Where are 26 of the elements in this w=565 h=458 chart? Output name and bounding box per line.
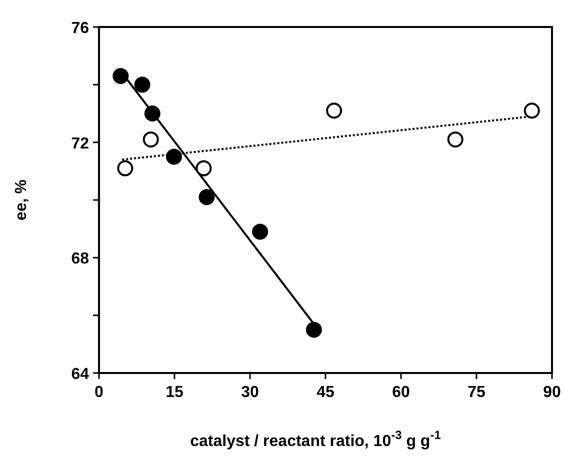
y-tick-label: 72 xyxy=(71,135,90,152)
x-tick-label: 30 xyxy=(241,384,259,401)
point xyxy=(326,102,342,119)
point xyxy=(524,102,540,119)
point xyxy=(166,148,182,165)
y-tick-label: 76 xyxy=(71,20,90,37)
point xyxy=(198,189,215,206)
point xyxy=(252,224,268,240)
x-tick-label: 15 xyxy=(166,384,184,401)
x-tick-label: 45 xyxy=(316,384,334,401)
point xyxy=(196,160,212,176)
y-tick-label: 68 xyxy=(71,250,90,268)
x-axis-title: catalyst / reactant ratio, 10$^{-3}$ g g$^{-1}$ xyxy=(190,428,442,450)
point xyxy=(134,76,150,93)
x-tick-label: 60 xyxy=(392,384,410,401)
y-tick-label: 64 xyxy=(71,366,90,383)
point xyxy=(112,68,129,84)
x-tick-label: 90 xyxy=(543,384,561,401)
point xyxy=(142,131,159,148)
point xyxy=(447,131,464,148)
point xyxy=(306,322,322,338)
point xyxy=(117,160,134,176)
x-tick-label: 75 xyxy=(468,384,486,401)
point xyxy=(144,106,160,122)
y-axis-title: ee, % xyxy=(13,180,30,220)
x-tick-label: 0 xyxy=(94,384,104,401)
